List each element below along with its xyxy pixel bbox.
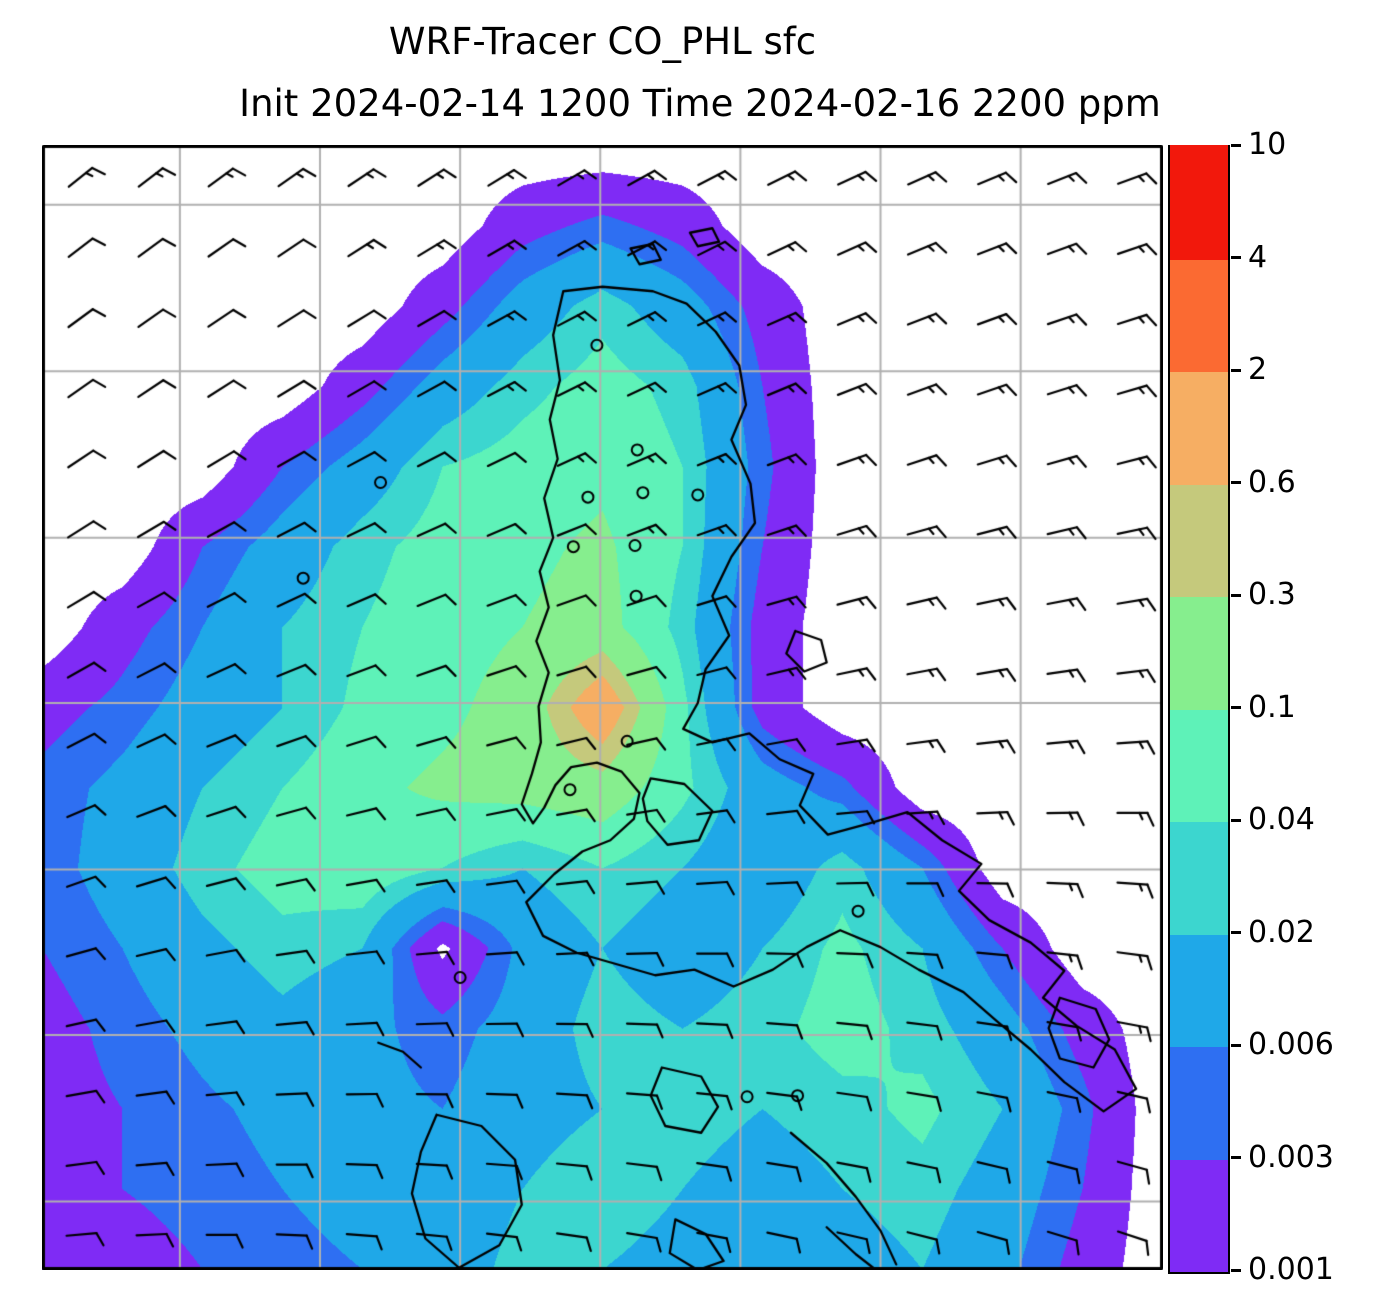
colorbar-tick-label: 2 xyxy=(1248,352,1268,387)
colorbar-tick-label: 0.003 xyxy=(1248,1139,1334,1175)
colorbar-tick xyxy=(1231,256,1241,259)
colorbar-segment xyxy=(1170,819,1228,935)
colorbar-segment xyxy=(1170,1044,1228,1160)
colorbar-segment xyxy=(1170,932,1228,1047)
chart-subtitle: Init 2024-02-14 1200 Time 2024-02-16 220… xyxy=(239,82,1161,125)
chart-title: WRF-Tracer CO_PHL sfc xyxy=(388,20,817,63)
colorbar-tick-label: 0.02 xyxy=(1248,914,1315,950)
colorbar-tick xyxy=(1231,1156,1241,1159)
colorbar-segment xyxy=(1170,707,1228,822)
colorbar-tick-label: 10 xyxy=(1248,127,1287,162)
colorbar-tick xyxy=(1231,818,1241,822)
colorbar-segment xyxy=(1170,257,1228,372)
colorbar-tick-label: 0.04 xyxy=(1248,802,1315,837)
colorbar-tick xyxy=(1231,143,1241,147)
colorbar-segment xyxy=(1170,1157,1228,1272)
map-plot xyxy=(42,145,1163,1270)
colorbar-segment xyxy=(1170,369,1228,485)
colorbar-tick-label: 0.001 xyxy=(1248,1252,1334,1287)
colorbar-tick xyxy=(1231,1043,1241,1047)
colorbar-tick xyxy=(1231,706,1241,709)
colorbar-tick-label: 0.1 xyxy=(1248,689,1296,725)
colorbar xyxy=(1168,144,1230,1274)
colorbar-tick-label: 0.3 xyxy=(1248,577,1296,612)
colorbar-segment xyxy=(1170,594,1228,710)
colorbar-segment xyxy=(1170,144,1228,260)
colorbar-tick xyxy=(1231,1268,1241,1272)
colorbar-tick xyxy=(1231,368,1241,372)
colorbar-tick-label: 4 xyxy=(1248,239,1268,275)
colorbar-tick-label: 0.006 xyxy=(1248,1027,1334,1062)
colorbar-segment xyxy=(1170,482,1228,597)
colorbar-tick xyxy=(1231,931,1241,934)
colorbar-tick xyxy=(1231,481,1241,484)
colorbar-tick xyxy=(1231,593,1241,597)
colorbar-tick-label: 0.6 xyxy=(1248,464,1296,500)
